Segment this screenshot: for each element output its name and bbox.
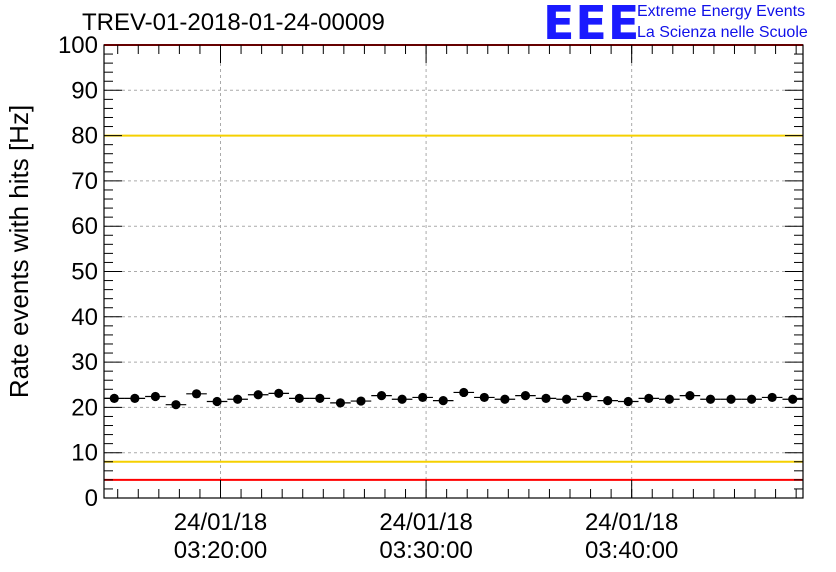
- data-point: [150, 391, 160, 402]
- x-tick-label-date: 24/01/18: [379, 509, 472, 536]
- data-point: [191, 389, 202, 399]
- data-point: [253, 390, 263, 400]
- data-point: [130, 393, 140, 403]
- eee-logo-mark: EEE: [543, 0, 641, 50]
- data-point: [561, 394, 572, 404]
- x-tick-label-date: 24/01/18: [174, 509, 267, 536]
- data-point: [418, 392, 428, 403]
- data-point: [459, 387, 469, 398]
- y-tick-label: 50: [71, 259, 98, 286]
- data-point: [294, 393, 304, 403]
- data-point: [356, 396, 366, 406]
- data-point: [767, 392, 777, 403]
- data-point: [726, 394, 736, 404]
- grid: [104, 45, 803, 498]
- x-tick-label-time: 03:30:00: [379, 537, 472, 564]
- data-point: [705, 394, 716, 404]
- plot-frame: [103, 44, 804, 499]
- data-point: [541, 393, 551, 403]
- y-tick-label: 40: [71, 304, 98, 331]
- data-point: [747, 394, 757, 404]
- data-point: [274, 388, 284, 398]
- y-tick-label: 20: [71, 394, 98, 421]
- logo-line-1: Extreme Energy Events: [637, 3, 806, 20]
- y-axis-label: Rate events with hits [Hz]: [4, 105, 34, 398]
- y-tick-label: 90: [71, 77, 98, 104]
- chart-title: TREV-01-2018-01-24-00009: [82, 9, 385, 36]
- y-tick-label: 60: [71, 213, 98, 240]
- data-point: [520, 391, 531, 401]
- x-tick-label-time: 03:20:00: [174, 537, 267, 564]
- data-point: [212, 396, 222, 407]
- data-point: [500, 394, 510, 404]
- y-tick-label: 0: [85, 485, 98, 512]
- y-tick-label: 30: [71, 349, 98, 376]
- y-tick-label: 100: [58, 32, 98, 59]
- data-point: [664, 394, 674, 404]
- tick-labels: 010203040506070809010024/01/1803:20:0024…: [58, 32, 678, 564]
- data-point: [644, 393, 654, 403]
- y-tick-label: 10: [71, 440, 98, 467]
- data-points: [104, 387, 803, 410]
- data-point: [397, 394, 407, 404]
- data-point: [335, 398, 346, 408]
- data-point: [438, 396, 448, 406]
- data-point: [233, 394, 243, 404]
- data-point: [376, 391, 387, 401]
- y-tick-label: 80: [71, 123, 98, 150]
- data-point: [623, 396, 633, 407]
- data-point: [109, 393, 119, 403]
- reference-lines: [104, 44, 803, 481]
- data-point: [479, 392, 489, 403]
- y-tick-label: 70: [71, 168, 98, 195]
- data-point: [315, 393, 325, 403]
- logo-line-2: La Scienza nelle Scuole: [637, 24, 808, 41]
- x-tick-label-date: 24/01/18: [585, 509, 678, 536]
- data-point: [603, 396, 613, 406]
- data-point: [685, 391, 695, 401]
- data-point: [582, 391, 592, 402]
- data-point: [171, 400, 181, 410]
- data-point: [788, 394, 798, 404]
- x-tick-label-time: 03:40:00: [585, 537, 678, 564]
